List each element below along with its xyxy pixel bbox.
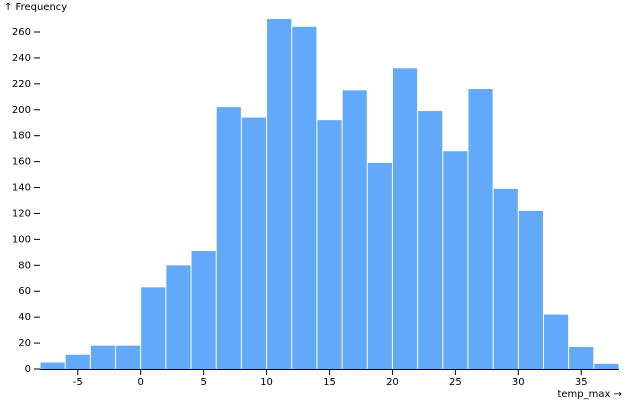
bar — [241, 117, 267, 370]
y-tick-label: 140 — [12, 183, 31, 194]
bar — [392, 68, 418, 370]
x-tick-label: 5 — [200, 377, 206, 388]
x-tick-label: 35 — [575, 377, 588, 388]
y-tick-label: 20 — [18, 338, 31, 349]
bar — [216, 107, 241, 369]
x-tick-label: 30 — [512, 377, 525, 388]
bar — [342, 90, 367, 370]
x-tick-label: 25 — [449, 377, 462, 388]
x-axis-label: temp_max → — [557, 389, 622, 400]
y-tick-label: 200 — [12, 105, 31, 116]
x-tick-label: 10 — [260, 377, 273, 388]
y-tick-label: 40 — [18, 312, 31, 323]
bar — [418, 111, 443, 370]
bar — [65, 354, 90, 369]
bar — [267, 19, 292, 370]
bar — [569, 346, 594, 369]
bar — [443, 151, 468, 369]
x-tick-label: 15 — [323, 377, 336, 388]
bar — [518, 210, 543, 369]
bar — [116, 345, 141, 369]
bar — [166, 265, 191, 369]
y-tick-label: 220 — [12, 79, 31, 90]
y-tick-label: 100 — [12, 234, 31, 245]
bar — [40, 362, 65, 369]
bar — [191, 251, 216, 369]
bar — [141, 287, 166, 369]
x-tick-label: 0 — [138, 377, 144, 388]
y-tick-label: 260 — [12, 27, 31, 38]
bar — [90, 345, 116, 369]
bar — [317, 120, 342, 369]
y-tick-label: 160 — [12, 157, 31, 168]
y-tick-label: 120 — [12, 208, 31, 219]
bar — [543, 314, 569, 369]
bar — [468, 89, 493, 370]
x-tick-label: 20 — [386, 377, 399, 388]
y-tick-label: 80 — [18, 260, 31, 271]
y-axis-label: ↑ Frequency — [4, 2, 67, 13]
bar — [594, 363, 619, 369]
bar — [292, 26, 317, 370]
bar — [367, 162, 392, 369]
y-tick-label: 0 — [25, 364, 31, 375]
y-tick-label: 180 — [12, 131, 31, 142]
bar — [493, 188, 518, 369]
x-tick-label: -5 — [73, 377, 83, 388]
y-tick-label: 60 — [18, 286, 31, 297]
y-tick-label: 240 — [12, 53, 31, 64]
